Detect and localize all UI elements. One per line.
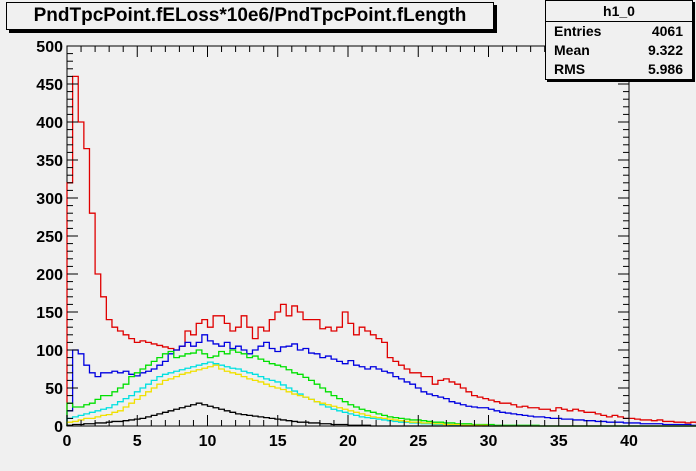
axes-group: 0 5 10 15 20 25 30 35 40050100150200250300350400…: [36, 39, 638, 450]
stats-row-entries: Entries 4061: [546, 22, 692, 41]
y-tick-label: 50: [45, 381, 63, 398]
x-tick-label: 30: [480, 433, 498, 450]
histogram-series-blue: [66, 334, 696, 426]
y-tick-label: 500: [36, 39, 63, 56]
stats-label: RMS: [554, 61, 586, 77]
x-tick-label: 25: [409, 433, 427, 450]
x-tick-label: 40: [620, 433, 638, 450]
y-tick-label: 250: [36, 229, 63, 246]
chart-title: PndTpcPoint.fELoss*10e6/PndTpcPoint.fLen…: [33, 5, 467, 26]
x-tick-label: 35: [550, 433, 568, 450]
y-tick-label: 300: [36, 191, 63, 208]
stats-label: Entries: [554, 23, 602, 39]
y-tick-label: 150: [36, 305, 63, 322]
stats-value: 5.986: [647, 61, 683, 77]
x-tick-label: 5: [133, 433, 142, 450]
x-tick-label: 20: [339, 433, 357, 450]
y-tick-label: 450: [36, 77, 63, 94]
x-tick-label: 15: [269, 433, 287, 450]
histogram-series-group: [66, 75, 696, 427]
stats-row-rms: RMS 5.986: [546, 60, 692, 79]
y-tick-label: 100: [36, 343, 63, 360]
stats-value: 4061: [651, 23, 683, 39]
stats-label: Mean: [554, 42, 590, 58]
y-tick-label: 400: [36, 115, 63, 132]
y-tick-label: 200: [36, 267, 63, 284]
stats-row-mean: Mean 9.322: [546, 41, 692, 60]
x-tick-label: 0: [63, 433, 72, 450]
stats-box: h1_0 Entries 4061 Mean 9.322 RMS 5.986: [545, 0, 693, 80]
stats-histogram-name: h1_0: [546, 1, 692, 22]
title-box: PndTpcPoint.fELoss*10e6/PndTpcPoint.fLen…: [6, 2, 494, 30]
y-tick-label: 0: [54, 419, 63, 436]
y-tick-label: 350: [36, 153, 63, 170]
x-tick-label: 10: [199, 433, 217, 450]
histogram-series-red: [66, 75, 696, 426]
stats-value: 9.322: [647, 42, 683, 58]
